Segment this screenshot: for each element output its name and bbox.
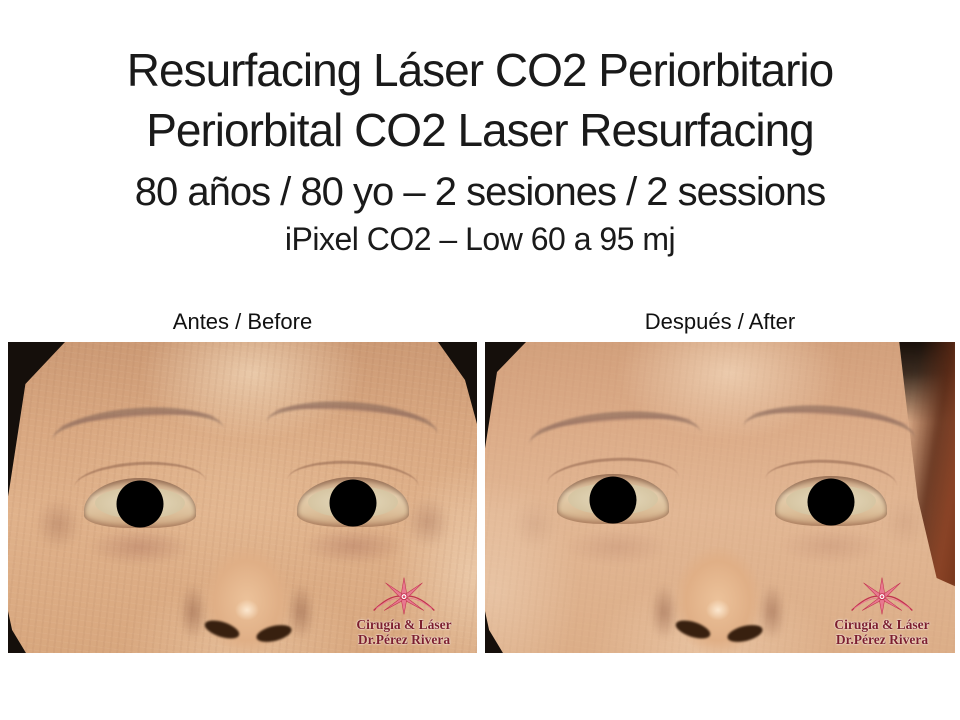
left-crows-feet xyxy=(30,492,86,556)
left-eye-privacy-cover xyxy=(589,476,637,524)
nose-tip-highlight xyxy=(232,597,262,623)
title-english: Periorbital CO2 Laser Resurfacing xyxy=(146,104,815,156)
subtitle-age-sessions: 80 años / 80 yo – 2 sesiones / 2 session… xyxy=(134,170,827,214)
before-label: Antes / Before xyxy=(172,309,313,334)
nose xyxy=(647,545,789,653)
nose xyxy=(176,545,318,653)
clinic-starburst-logo xyxy=(373,577,435,615)
clinic-starburst-logo xyxy=(851,577,913,615)
before-photo: Cirugía & Láser Dr.Pérez Rivera xyxy=(8,342,477,653)
title-spanish: Resurfacing Láser CO2 Periorbitario xyxy=(126,44,834,96)
watermark-doctor-name: Dr.Pérez Rivera xyxy=(835,631,929,647)
subtitle-device-settings: iPixel CO2 – Low 60 a 95 mj xyxy=(284,221,676,257)
watermark-clinic-name: Cirugía & Láser xyxy=(356,616,452,632)
right-eye xyxy=(775,476,887,526)
nose-shadow-left xyxy=(647,577,681,647)
clinic-watermark: Cirugía & Láser Dr.Pérez Rivera xyxy=(813,576,951,647)
left-eye xyxy=(557,474,669,524)
nose-shadow-right xyxy=(284,577,318,647)
nose-tip-highlight xyxy=(703,597,733,623)
right-crows-feet xyxy=(877,490,933,554)
right-eye-privacy-cover xyxy=(807,478,855,526)
after-label: Después / After xyxy=(644,309,796,334)
title-block: Resurfacing Láser CO2 Periorbitario Peri… xyxy=(0,40,960,260)
nose-shadow-right xyxy=(755,577,789,647)
watermark-doctor-name: Dr.Pérez Rivera xyxy=(357,631,451,647)
right-under-eye-shadow xyxy=(767,523,895,569)
left-eye xyxy=(84,478,196,528)
left-eye-privacy-cover xyxy=(116,480,164,528)
nose-shadow-left xyxy=(176,577,210,647)
clinic-watermark: Cirugía & Láser Dr.Pérez Rivera xyxy=(335,576,473,647)
right-eye-privacy-cover xyxy=(329,479,377,527)
left-crows-feet xyxy=(507,492,563,556)
after-photo: Cirugía & Láser Dr.Pérez Rivera xyxy=(485,342,955,653)
right-eye xyxy=(297,477,409,527)
right-crows-feet xyxy=(400,490,456,554)
watermark-clinic-name: Cirugía & Láser xyxy=(834,616,930,632)
